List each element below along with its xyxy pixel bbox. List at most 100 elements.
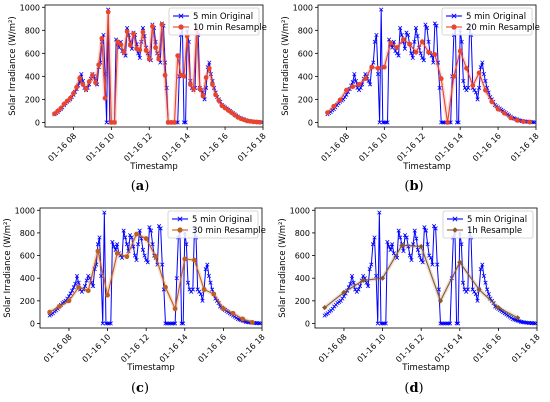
original-point xyxy=(148,228,154,233)
original-point xyxy=(166,321,171,326)
x-axis-label: Timestamp xyxy=(402,162,450,172)
y-tick-label: 600 xyxy=(25,49,40,58)
original-point xyxy=(459,242,464,247)
resample-point xyxy=(105,292,110,298)
original-point xyxy=(121,228,126,233)
x-tick-label: 01-16 08 xyxy=(46,131,78,163)
x-tick-label: 01-16 18 xyxy=(509,131,541,163)
resample-point xyxy=(89,72,95,78)
original-point xyxy=(111,244,117,249)
original-point xyxy=(404,235,409,240)
resample-point xyxy=(413,49,419,55)
original-point xyxy=(407,253,413,258)
legend-marker xyxy=(177,216,183,222)
original-point xyxy=(448,321,453,326)
original-point xyxy=(485,287,490,292)
original-point xyxy=(341,294,347,299)
original-point xyxy=(473,291,478,297)
original-point xyxy=(425,242,430,247)
original-point xyxy=(198,291,203,297)
y-tick-label: 800 xyxy=(298,26,313,35)
original-point xyxy=(183,120,188,125)
x-tick-label: 01-16 08 xyxy=(317,332,349,364)
original-point xyxy=(440,120,445,125)
original-point xyxy=(422,225,427,230)
resample-point xyxy=(508,115,514,121)
original-point xyxy=(144,257,149,263)
x-tick-label: 01-16 12 xyxy=(119,332,151,364)
original-point xyxy=(136,242,141,247)
resample-point xyxy=(360,277,366,284)
y-tick-label: 400 xyxy=(295,274,310,283)
resample-point xyxy=(172,119,177,125)
resample-point xyxy=(146,56,152,62)
original-point xyxy=(379,7,384,12)
original-point xyxy=(481,71,486,77)
original-point xyxy=(361,273,366,279)
original-point xyxy=(462,85,467,90)
original-point xyxy=(437,85,442,90)
resample-point xyxy=(80,82,86,87)
original-point xyxy=(352,71,357,77)
resample-point xyxy=(47,309,53,315)
original-point xyxy=(197,289,202,294)
original-point xyxy=(526,320,532,325)
x-tick-label: 01-16 16 xyxy=(198,131,230,163)
original-point xyxy=(181,120,187,125)
resample-point xyxy=(55,108,61,114)
original-point xyxy=(401,248,406,254)
original-point xyxy=(403,233,408,238)
resample-point xyxy=(362,76,368,82)
series-group xyxy=(52,7,263,125)
resample-point xyxy=(52,111,57,117)
series-group xyxy=(325,7,536,125)
y-tick-label: 1000 xyxy=(290,206,310,215)
resample-point xyxy=(325,110,330,116)
resample-point xyxy=(181,73,187,79)
original-point xyxy=(525,320,530,325)
resample-point xyxy=(337,97,343,103)
y-tick-label: 1000 xyxy=(293,3,313,12)
original-point xyxy=(436,287,441,292)
resample-point xyxy=(341,289,347,295)
y-tick-label: 0 xyxy=(308,118,313,127)
x-tick-label: 01-16 12 xyxy=(394,332,426,364)
resample-point xyxy=(457,48,463,54)
original-point xyxy=(103,321,109,326)
original-point xyxy=(375,71,381,77)
x-tick-label: 01-16 08 xyxy=(319,131,351,163)
original-point xyxy=(207,60,212,65)
original-point xyxy=(351,280,356,285)
original-point xyxy=(86,273,91,279)
original-point xyxy=(380,120,385,125)
resample-point xyxy=(257,119,263,125)
original-point xyxy=(184,242,189,247)
original-point xyxy=(446,321,451,326)
resample-point xyxy=(156,56,162,62)
original-point xyxy=(104,120,109,125)
x-tick-label: 01-16 12 xyxy=(122,131,154,163)
original-point xyxy=(481,273,486,279)
original-point xyxy=(402,46,407,51)
legend-label: 5 min Original xyxy=(192,215,252,225)
y-axis-label: Solar Irradiance (W/m²) xyxy=(281,16,291,115)
y-tick-label: 1000 xyxy=(20,3,40,12)
resample-point xyxy=(93,80,98,86)
original-point xyxy=(390,242,395,247)
resample-point xyxy=(175,53,181,59)
y-tick-label: 0 xyxy=(305,319,310,328)
original-point xyxy=(409,257,414,263)
original-point xyxy=(459,39,464,44)
original-point xyxy=(68,291,73,296)
resample-point xyxy=(201,287,207,292)
y-tick-label: 1000 xyxy=(15,206,35,215)
resample-point xyxy=(356,82,362,87)
resample-point xyxy=(407,41,413,47)
resample-series-line xyxy=(49,233,253,323)
original-point xyxy=(478,65,483,70)
resample-point xyxy=(249,319,255,325)
original-point xyxy=(480,60,485,65)
